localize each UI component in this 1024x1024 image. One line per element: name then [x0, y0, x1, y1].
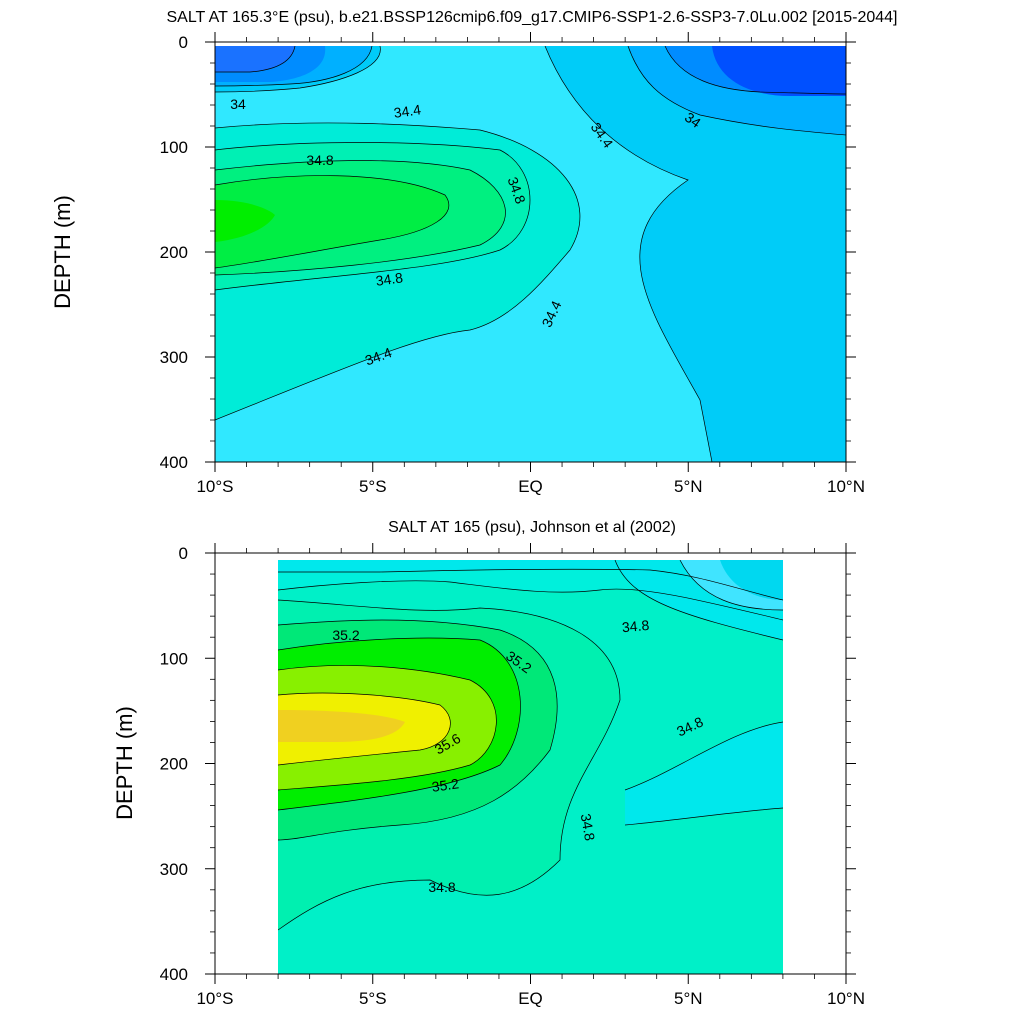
bottom-axes: 10°S 5°S EQ 5°N 10°N 0 100 200 300 400 — [160, 543, 865, 1008]
top-clabel: 34.8 — [306, 152, 333, 168]
x-tick-label: 10°S — [196, 477, 233, 496]
y-tick-label: 300 — [160, 860, 188, 879]
bottom-clabel: 34.8 — [621, 617, 650, 635]
y-tick-label: 400 — [160, 453, 188, 472]
y-tick-label: 100 — [160, 649, 188, 668]
bottom-clabel: 34.8 — [578, 812, 599, 842]
top-contour-fill — [215, 46, 846, 462]
x-tick-label: 5°N — [674, 477, 703, 496]
y-tick-label: 400 — [160, 965, 188, 984]
top-clabel: 34.4 — [393, 101, 422, 121]
x-tick-label: 10°N — [827, 989, 865, 1008]
bottom-clabel: 34.8 — [428, 879, 455, 895]
top-axes: 10°S 5°S EQ 5°N 10°N 0 100 200 300 400 — [160, 32, 865, 496]
x-tick-label: EQ — [518, 989, 543, 1008]
y-tick-label: 0 — [179, 544, 188, 563]
bottom-clabel: 35.2 — [332, 627, 359, 643]
y-tick-label: 200 — [160, 755, 188, 774]
bottom-panel: SALT AT 165 (psu), Johnson et al (2002) — [112, 519, 865, 1008]
top-panel: SALT AT 165.3°E (psu), b.e21.BSSP126cmip… — [50, 9, 898, 496]
x-tick-label: 5°S — [359, 477, 387, 496]
bottom-clabel: 35.2 — [431, 775, 460, 795]
x-tick-label: 10°N — [827, 477, 865, 496]
bottom-y-axis-label: DEPTH (m) — [112, 706, 137, 820]
y-tick-label: 200 — [160, 243, 188, 262]
y-tick-label: 300 — [160, 348, 188, 367]
x-tick-label: 5°N — [674, 989, 703, 1008]
top-y-axis-label: DEPTH (m) — [50, 195, 75, 309]
x-tick-label: 5°S — [359, 989, 387, 1008]
top-title: SALT AT 165.3°E (psu), b.e21.BSSP126cmip… — [167, 9, 898, 26]
y-tick-label: 100 — [160, 138, 188, 157]
top-clabel: 34 — [230, 96, 246, 112]
bottom-contour-lines — [278, 560, 783, 931]
bottom-title: SALT AT 165 (psu), Johnson et al (2002) — [388, 519, 676, 536]
top-clabel: 34.8 — [375, 269, 404, 289]
x-tick-label: 10°S — [196, 989, 233, 1008]
x-tick-label: EQ — [518, 477, 543, 496]
y-tick-label: 0 — [179, 33, 188, 52]
top-contour-lines — [215, 46, 846, 462]
bottom-contour-fill — [278, 560, 783, 974]
